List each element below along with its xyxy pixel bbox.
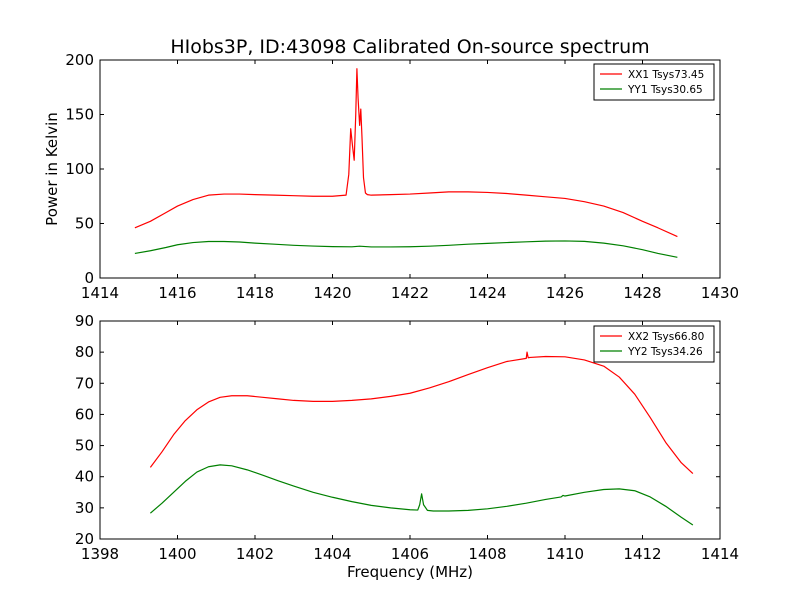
x-tick-label-bottom-5: 1408 [468,545,506,563]
x-tick-label-top-5: 1424 [468,284,506,302]
x-tick-label-top-6: 1426 [546,284,584,302]
x-tick-label-bottom-6: 1410 [546,545,584,563]
x-tick-label-bottom-4: 1406 [391,545,429,563]
y-tick-label-bottom-6: 80 [75,343,94,361]
x-tick-label-top-2: 1418 [236,284,274,302]
x-tick-label-bottom-0: 1398 [81,545,119,563]
x-tick-label-bottom-2: 1402 [236,545,274,563]
x-tick-label-top-0: 1414 [81,284,119,302]
legend-label-top-1: YY1 Tsys30.65 [627,84,703,96]
x-tick-label-top-7: 1428 [623,284,661,302]
series-line-top-0 [134,68,678,238]
chart-top: 1414 1416 1418 1420 1422 1424 1426 1428 1430 0 50 1… [43,51,739,302]
y-tick-label-top-1: 50 [75,215,94,233]
y-tick-label-top-4: 200 [65,51,94,69]
y-tick-label-bottom-0: 20 [75,530,94,548]
x-axis-label-bottom: Frequency (MHz) [347,563,473,581]
series-line-bottom-0 [149,351,694,475]
y-tick-label-bottom-4: 60 [75,405,94,423]
y-tick-label-bottom-3: 50 [75,437,94,455]
panels: 1414 1416 1418 1420 1422 1424 1426 1428 14300501… [43,51,739,581]
legend-label-bottom-0: XX2 Tsys66.80 [628,331,704,343]
x-tick-label-bottom-1: 1400 [158,545,196,563]
chart-bottom: 1398 1400 1402 1404 1406 1408 1410 1412 1414 20 30… [75,312,739,581]
y-tick-label-top-3: 150 [65,106,94,124]
x-tick-label-bottom-3: 1404 [313,545,351,563]
legend-label-bottom-1: YY2 Tsys34.26 [627,346,703,358]
x-tick-label-top-3: 1420 [313,284,351,302]
x-tick-label-bottom-8: 1414 [701,545,739,563]
y-tick-label-bottom-7: 90 [75,312,94,330]
y-axis-label-top: Power in Kelvin [43,112,61,226]
x-tick-label-top-1: 1416 [158,284,196,302]
legend-bottom: XX2 Tsys66.80 YY2 Tsys34.26 [593,325,715,363]
y-tick-label-bottom-2: 40 [75,468,94,486]
y-tick-label-bottom-1: 30 [75,499,94,517]
series-line-top-1 [134,240,678,258]
y-tick-label-top-0: 0 [84,269,94,287]
chart-title: HIobs3P, ID:43098 Calibrated On-source s… [170,36,649,58]
x-tick-label-top-8: 1430 [701,284,739,302]
legend-box-bottom [593,325,715,363]
x-tick-label-bottom-7: 1412 [623,545,661,563]
y-tick-label-top-2: 100 [65,160,94,178]
legend-top: XX1 Tsys73.45 YY1 Tsys30.65 [593,63,715,101]
y-tick-label-bottom-5: 70 [75,374,94,392]
legend-label-top-0: XX1 Tsys73.45 [628,69,704,81]
legend-box-top [593,63,715,101]
series-line-bottom-1 [149,464,694,526]
x-tick-label-top-4: 1422 [391,284,429,302]
